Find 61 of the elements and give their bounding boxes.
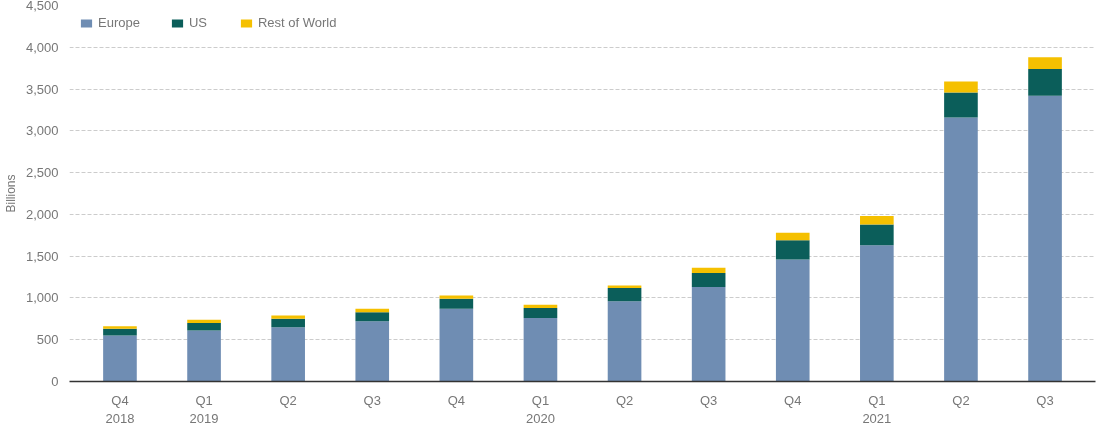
bar [860, 216, 894, 225]
x-tick-label: Q2 [952, 392, 970, 408]
x-tick-label: Q4 2018 [105, 392, 135, 426]
bar [103, 328, 137, 336]
bar [775, 232, 810, 241]
bar [103, 335, 137, 382]
y-tick-label: 1,000 [25, 290, 59, 306]
bar [355, 321, 390, 382]
bar [860, 224, 894, 246]
legend-label: Rest of World [257, 15, 337, 30]
x-tick-label: Q2 [615, 392, 634, 408]
y-tick-label: 4,500 [25, 0, 59, 13]
bar [607, 287, 642, 302]
legend-label: US [188, 15, 208, 30]
bar [607, 285, 642, 288]
x-tick-label: Q3 [699, 392, 718, 408]
bar [691, 272, 726, 288]
x-tick-label: Q3 [363, 392, 381, 408]
x-tick-label: Q4 [784, 392, 802, 408]
bar [271, 318, 305, 328]
bar [944, 81, 978, 93]
bar [187, 323, 221, 331]
bar [691, 287, 726, 382]
bar [103, 326, 137, 329]
bar [271, 315, 305, 319]
bar [775, 240, 810, 260]
x-tick-label: Q1 2019 [189, 392, 219, 426]
y-tick-label: 500 [36, 332, 59, 348]
legend-label: Europe [98, 15, 140, 30]
bar [1028, 95, 1062, 382]
x-tick-label: Q3 [1036, 392, 1054, 408]
x-tick-label: Q1 2021 [862, 392, 892, 426]
bar [355, 308, 390, 313]
x-tick-label: Q2 [279, 392, 297, 408]
bar [944, 92, 978, 118]
bar [775, 259, 810, 382]
x-tick-label: Q1 2020 [525, 392, 555, 426]
y-tick-label: 4,000 [25, 39, 59, 55]
x-tick-label: Q4 [447, 392, 466, 408]
y-axis-title: Billions [3, 174, 18, 213]
y-tick-label: 3,500 [25, 81, 59, 97]
bar [1028, 69, 1062, 96]
bar [439, 298, 474, 309]
y-tick-label: 2,000 [25, 206, 59, 222]
y-tick-label: 2,500 [25, 165, 59, 181]
bar [860, 245, 894, 382]
bar [271, 327, 305, 382]
bar [439, 308, 474, 382]
bar [523, 318, 558, 382]
y-tick-label: 1,500 [25, 248, 59, 264]
bar [944, 117, 978, 382]
bar [187, 319, 221, 324]
bar [523, 307, 558, 318]
bar [187, 330, 221, 382]
y-tick-label: 3,000 [25, 123, 59, 139]
y-tick-label: 0 [51, 374, 59, 389]
bar [439, 295, 474, 299]
bar [1028, 57, 1062, 69]
bar [691, 267, 726, 273]
bar [607, 301, 642, 382]
bar [355, 312, 390, 322]
